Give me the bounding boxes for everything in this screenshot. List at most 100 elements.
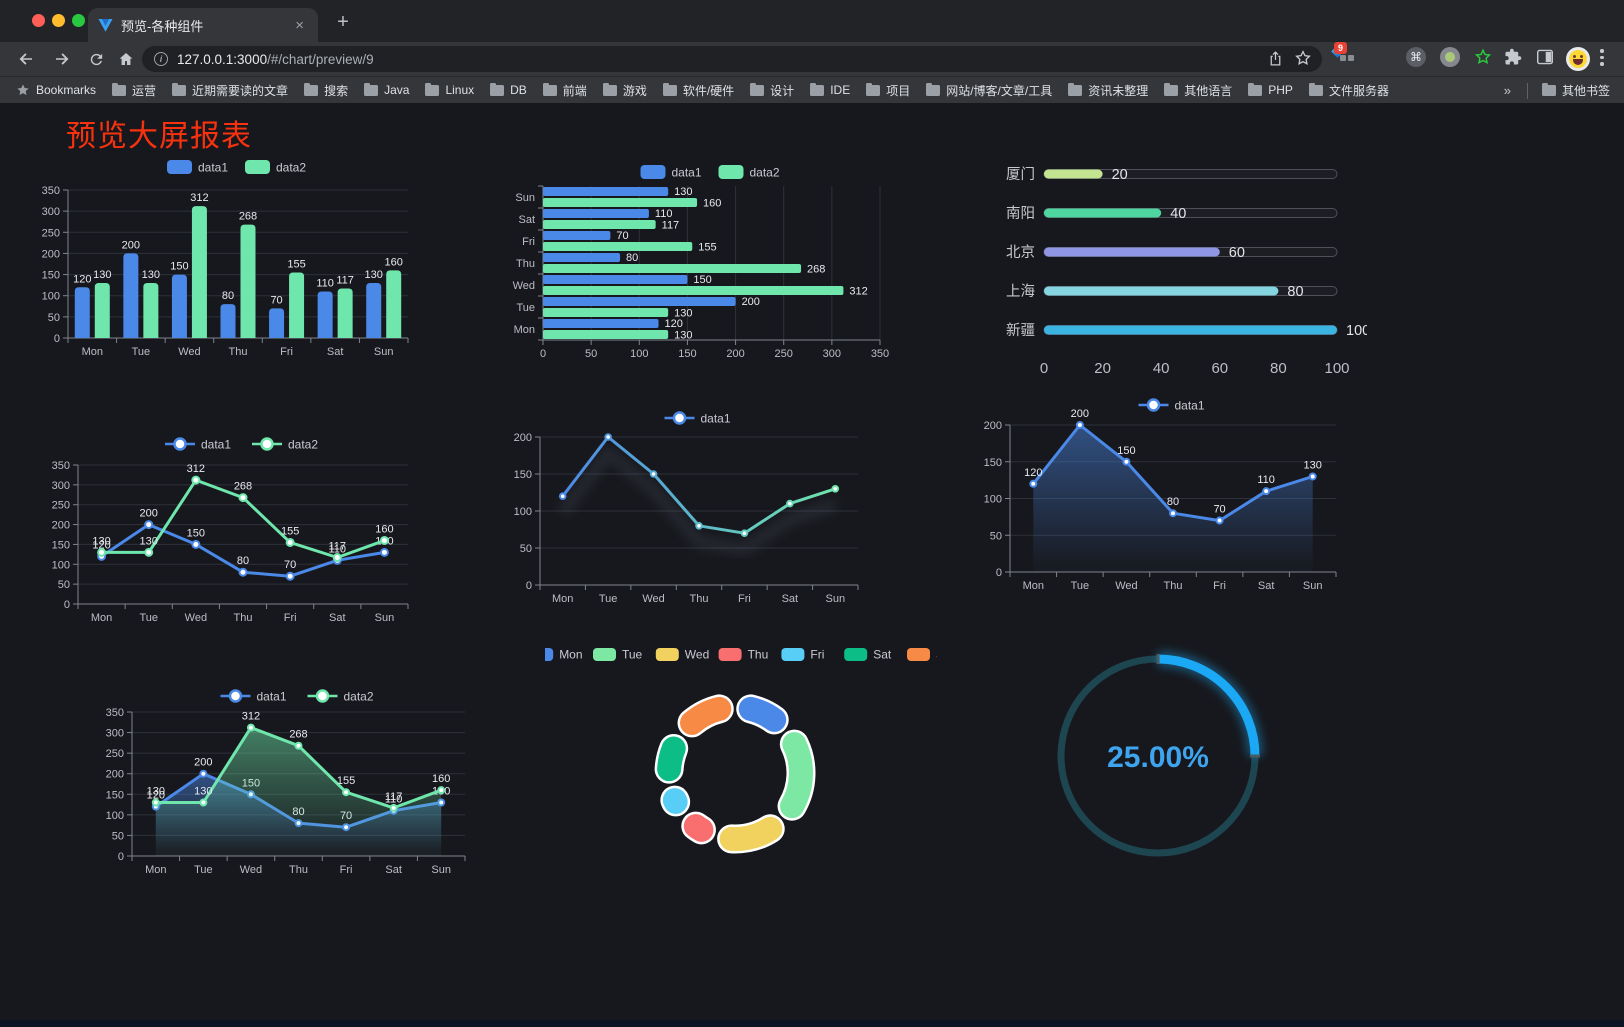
bookmark-folder[interactable]: DB (490, 82, 527, 99)
bookmark-folder[interactable]: 游戏 (602, 82, 647, 99)
bookmark-folder[interactable]: 前端 (542, 82, 587, 99)
home-icon[interactable] (116, 49, 136, 69)
bookmark-folder[interactable]: IDE (810, 82, 850, 99)
svg-text:130: 130 (93, 269, 111, 281)
window-minimize-button[interactable] (52, 14, 65, 27)
address-bar[interactable]: i 127.0.0.1:3000/#/chart/preview/9 (142, 46, 1322, 72)
marker (238, 567, 248, 577)
profile-avatar[interactable] (1566, 47, 1590, 71)
grouped-bar-chart-svg: data1 data2 0 50 100 150 200 250 300 350 Mon Tue Wed… (42, 160, 409, 358)
bookmark-folder[interactable]: 文件服务器 (1308, 82, 1389, 99)
command-extension-icon[interactable]: ⌘ (1406, 47, 1426, 67)
bookmark-folder[interactable]: 近期需要读的文章 (172, 82, 288, 99)
svg-text:Fri: Fri (284, 612, 297, 624)
svg-text:80: 80 (1287, 284, 1303, 300)
menu-kebab-icon[interactable] (1600, 47, 1604, 66)
svg-text:Sat: Sat (782, 593, 799, 605)
svg-text:Wed: Wed (240, 864, 262, 876)
bookmark-folder[interactable]: 软件/硬件 (662, 82, 734, 99)
svg-text:Tue: Tue (622, 648, 643, 662)
bookmark-folder[interactable]: Linux (425, 82, 474, 99)
svg-text:Mon: Mon (82, 346, 103, 358)
svg-text:Tue: Tue (1071, 580, 1090, 592)
pie-segment (657, 736, 686, 782)
grouped-bar-chart: data1 data2 0 50 100 150 200 250 300 350 Mon Tue Wed… (30, 148, 428, 366)
bookmarks-bar: Bookmarks 运营 近期需要读的文章 搜索 Java Linux DB 前端 游戏 软件/… (0, 76, 1624, 103)
bookmarks-overflow-icon[interactable]: » (1503, 83, 1511, 98)
page-content: 预览大屏报表 data1 data2 0 50 100 150 200 250 300 350 Mo… (0, 103, 1624, 1027)
bar (143, 283, 159, 338)
gauge-arc (1157, 654, 1260, 757)
svg-text:200: 200 (106, 769, 124, 781)
window-close-button[interactable] (32, 14, 45, 27)
progress-fill (1044, 169, 1103, 179)
window-zoom-button[interactable] (72, 14, 85, 27)
marker (831, 485, 840, 493)
bookmark-folder[interactable]: 其他语言 (1164, 82, 1232, 99)
url-path: /#/chart/preview/9 (267, 51, 374, 67)
bookmark-folder[interactable]: Java (364, 82, 409, 99)
bookmark-folder[interactable]: 设计 (750, 82, 794, 99)
svg-text:20: 20 (1112, 167, 1128, 183)
svg-text:Sat: Sat (873, 648, 892, 662)
folder-icon (926, 82, 941, 96)
svg-text:Sun: Sun (515, 192, 535, 204)
record-extension-icon[interactable] (1440, 47, 1460, 67)
svg-text:Thu: Thu (690, 593, 709, 605)
svg-text:250: 250 (42, 227, 60, 239)
svg-text:120: 120 (665, 318, 683, 330)
bar (191, 206, 207, 338)
marker (1169, 509, 1177, 518)
pie-segment (683, 814, 714, 842)
svg-text:80: 80 (1167, 496, 1179, 508)
bar (317, 291, 333, 338)
bookmark-folder[interactable]: PHP (1248, 82, 1293, 99)
extensions-puzzle-icon[interactable] (1504, 48, 1522, 71)
side-panel-icon[interactable] (1536, 49, 1554, 70)
back-icon[interactable] (16, 49, 36, 69)
svg-text:80: 80 (237, 555, 249, 567)
bookmark-star-icon[interactable] (1294, 49, 1312, 73)
bookmark-folder[interactable]: 项目 (866, 82, 910, 99)
svg-text:Thu: Thu (289, 864, 308, 876)
svg-text:50: 50 (112, 830, 124, 842)
folder-icon (1164, 82, 1179, 96)
browser-toolbar: i 127.0.0.1:3000/#/chart/preview/9 9 (0, 42, 1624, 76)
svg-text:50: 50 (520, 543, 532, 555)
svg-text:312: 312 (190, 192, 208, 204)
bookmark-folder[interactable]: 运营 (112, 82, 156, 99)
forward-icon[interactable] (52, 49, 72, 69)
svg-text:data2: data2 (344, 690, 374, 704)
svg-text:40: 40 (1153, 360, 1170, 377)
bookmark-folder[interactable]: 资讯未整理 (1068, 82, 1148, 99)
svg-text:data1: data1 (701, 412, 731, 426)
svg-text:268: 268 (807, 264, 825, 276)
bar (94, 283, 110, 338)
svg-text:70: 70 (284, 559, 296, 571)
share-icon[interactable] (1267, 49, 1284, 73)
svg-text:120: 120 (92, 539, 110, 551)
line-shadow (557, 443, 838, 557)
bookmarks-root[interactable]: Bookmarks (16, 83, 96, 97)
browser-tab[interactable]: 预览-各种组件 × (88, 8, 318, 42)
legend-swatch (655, 648, 679, 661)
marker (191, 539, 201, 549)
svg-text:0: 0 (118, 851, 124, 863)
folder-icon (750, 82, 765, 96)
site-info-icon[interactable]: i (154, 52, 168, 66)
tab-close-icon[interactable]: × (295, 16, 304, 34)
favicon (98, 18, 113, 32)
legend-swatch (907, 648, 930, 661)
svg-text:150: 150 (514, 469, 532, 481)
svg-text:300: 300 (42, 206, 60, 218)
green-star-extension-icon[interactable] (1474, 48, 1492, 71)
marker (199, 769, 208, 778)
bookmark-folder[interactable]: 网站/博客/文章/工具 (926, 82, 1052, 99)
area-fill (155, 727, 442, 856)
svg-text:0: 0 (1040, 360, 1048, 377)
other-bookmarks-folder[interactable]: 其他书签 (1541, 82, 1610, 99)
new-tab-button[interactable]: + (337, 11, 349, 33)
reload-icon[interactable] (86, 49, 106, 69)
bookmark-folder[interactable]: 搜索 (304, 82, 348, 99)
pie-segment (680, 696, 732, 735)
